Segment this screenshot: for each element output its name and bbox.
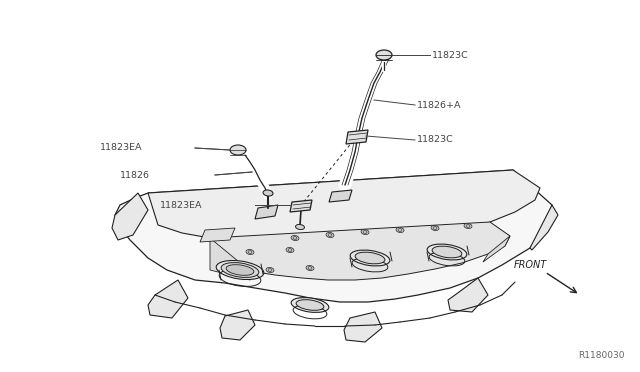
Ellipse shape	[248, 250, 252, 253]
Polygon shape	[210, 238, 250, 280]
Ellipse shape	[288, 248, 292, 251]
Ellipse shape	[306, 266, 314, 270]
Polygon shape	[112, 193, 148, 240]
Ellipse shape	[226, 265, 254, 275]
Ellipse shape	[466, 224, 470, 228]
Polygon shape	[148, 170, 540, 250]
Ellipse shape	[464, 224, 472, 228]
Ellipse shape	[216, 260, 264, 279]
Text: 11823C: 11823C	[432, 51, 468, 60]
Text: 11823C: 11823C	[417, 135, 454, 144]
Text: FRONT: FRONT	[513, 260, 547, 270]
Ellipse shape	[396, 227, 404, 232]
Ellipse shape	[296, 300, 324, 310]
Ellipse shape	[221, 263, 259, 278]
Ellipse shape	[291, 235, 299, 241]
Text: 11823EA: 11823EA	[100, 144, 143, 153]
Ellipse shape	[326, 232, 334, 238]
Ellipse shape	[398, 228, 402, 231]
Polygon shape	[448, 278, 488, 312]
Polygon shape	[255, 205, 278, 219]
Ellipse shape	[246, 250, 254, 254]
Polygon shape	[344, 312, 382, 342]
Ellipse shape	[308, 266, 312, 269]
Ellipse shape	[361, 230, 369, 234]
Ellipse shape	[263, 190, 273, 196]
Polygon shape	[483, 236, 510, 262]
Polygon shape	[290, 200, 312, 212]
Ellipse shape	[363, 231, 367, 234]
Polygon shape	[346, 130, 368, 144]
Ellipse shape	[350, 250, 390, 266]
Text: 11823EA: 11823EA	[160, 201, 202, 209]
Ellipse shape	[230, 145, 246, 155]
Ellipse shape	[328, 234, 332, 237]
Polygon shape	[329, 190, 352, 202]
Ellipse shape	[432, 246, 462, 258]
Ellipse shape	[268, 269, 272, 272]
Polygon shape	[530, 205, 558, 250]
Ellipse shape	[355, 252, 385, 264]
Ellipse shape	[427, 244, 467, 260]
Polygon shape	[115, 170, 552, 302]
Ellipse shape	[376, 50, 392, 60]
Text: 11826+A: 11826+A	[417, 100, 461, 109]
Ellipse shape	[266, 267, 274, 273]
Ellipse shape	[293, 237, 297, 240]
Polygon shape	[148, 280, 188, 318]
Ellipse shape	[296, 224, 305, 230]
Polygon shape	[220, 310, 255, 340]
Text: R1180030: R1180030	[579, 351, 625, 360]
Ellipse shape	[433, 227, 437, 230]
Ellipse shape	[431, 225, 439, 231]
Ellipse shape	[291, 298, 329, 312]
Text: 11826: 11826	[120, 170, 150, 180]
Polygon shape	[210, 222, 510, 280]
Ellipse shape	[286, 247, 294, 253]
Polygon shape	[200, 228, 235, 242]
